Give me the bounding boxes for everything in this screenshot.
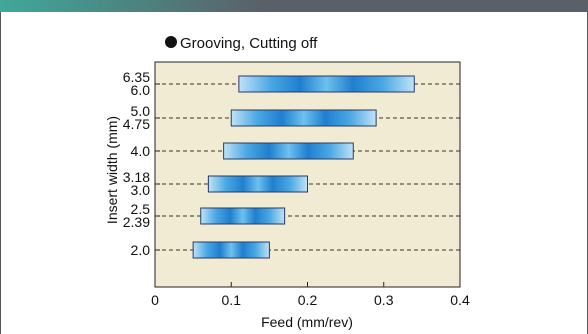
range-bar (223, 142, 354, 160)
range-bar (192, 241, 270, 259)
x-tick-label: 0 (151, 292, 159, 308)
x-tick-label: 0.2 (298, 292, 318, 308)
y-tick-label: 3.18 (123, 169, 150, 185)
y-axis-label: Insert width (mm) (104, 116, 120, 224)
range-bar (200, 207, 286, 225)
y-tick-label: 4.75 (123, 116, 150, 132)
header-bar (0, 0, 588, 12)
y-tick-label: 2.0 (131, 242, 151, 258)
x-tick-label: 0.1 (222, 292, 242, 308)
range-bar (238, 75, 415, 93)
title-bullet-icon (165, 36, 177, 48)
range-bar (207, 175, 308, 193)
chart-title: Grooving, Cutting off (180, 35, 318, 52)
x-tick-label: 0.3 (374, 292, 394, 308)
x-axis-label: Feed (mm/rev) (261, 314, 353, 330)
y-tick-label: 6.0 (131, 82, 151, 98)
y-tick-label: 2.39 (123, 214, 150, 230)
y-tick-label: 2.5 (131, 201, 151, 217)
range-bar (230, 109, 377, 127)
x-tick-label: 0.4 (450, 292, 470, 308)
y-tick-label: 6.35 (123, 69, 150, 85)
y-tick-label: 5.0 (131, 103, 151, 119)
y-tick-label: 3.0 (131, 182, 151, 198)
y-tick-label: 4.0 (131, 143, 151, 159)
